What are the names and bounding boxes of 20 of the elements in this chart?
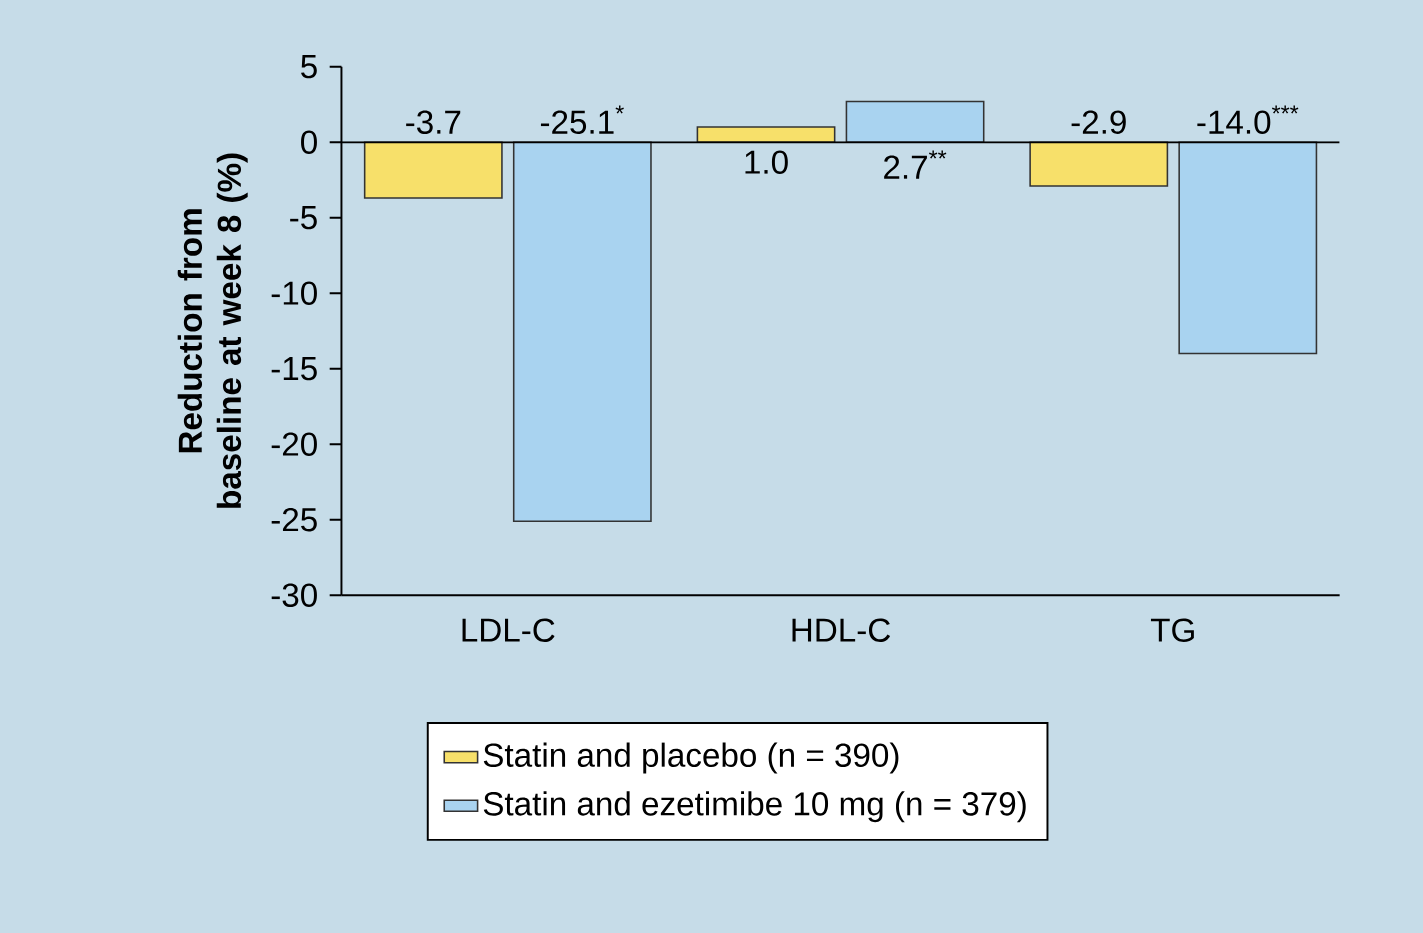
- data-label: -25.1$^{*}$: [540, 105, 624, 134]
- data-label: 2.7$^{**}$: [884, 150, 947, 179]
- x-tick-label: HDL-C: [792, 618, 891, 642]
- x-tick-label: TG: [1150, 618, 1194, 642]
- y-axis-title: Reduction from baseline at week 8 (%): [177, 153, 248, 508]
- legend-label: Statin and ezetimibe 10 mg (n = 379): [483, 791, 1026, 822]
- y-tick-label: -30: [271, 583, 317, 607]
- y-tick-label: 5: [301, 54, 317, 79]
- data-label: -2.9: [1071, 110, 1126, 134]
- y-tick-label: -25: [271, 507, 317, 532]
- y-tick-label: -5: [290, 205, 317, 230]
- data-label: -14.0$^{***}$: [1197, 105, 1299, 134]
- y-tick-label: 0: [301, 130, 317, 154]
- data-label: -3.7: [406, 110, 461, 134]
- data-label: 1.0: [745, 150, 788, 174]
- y-tick-label: -10: [271, 281, 317, 305]
- y-tick-label: -20: [271, 432, 317, 456]
- x-tick-label: LDL-C: [462, 618, 555, 642]
- y-tick-label: -15: [271, 356, 317, 381]
- legend-label: Statin and placebo (n = 390): [483, 742, 899, 774]
